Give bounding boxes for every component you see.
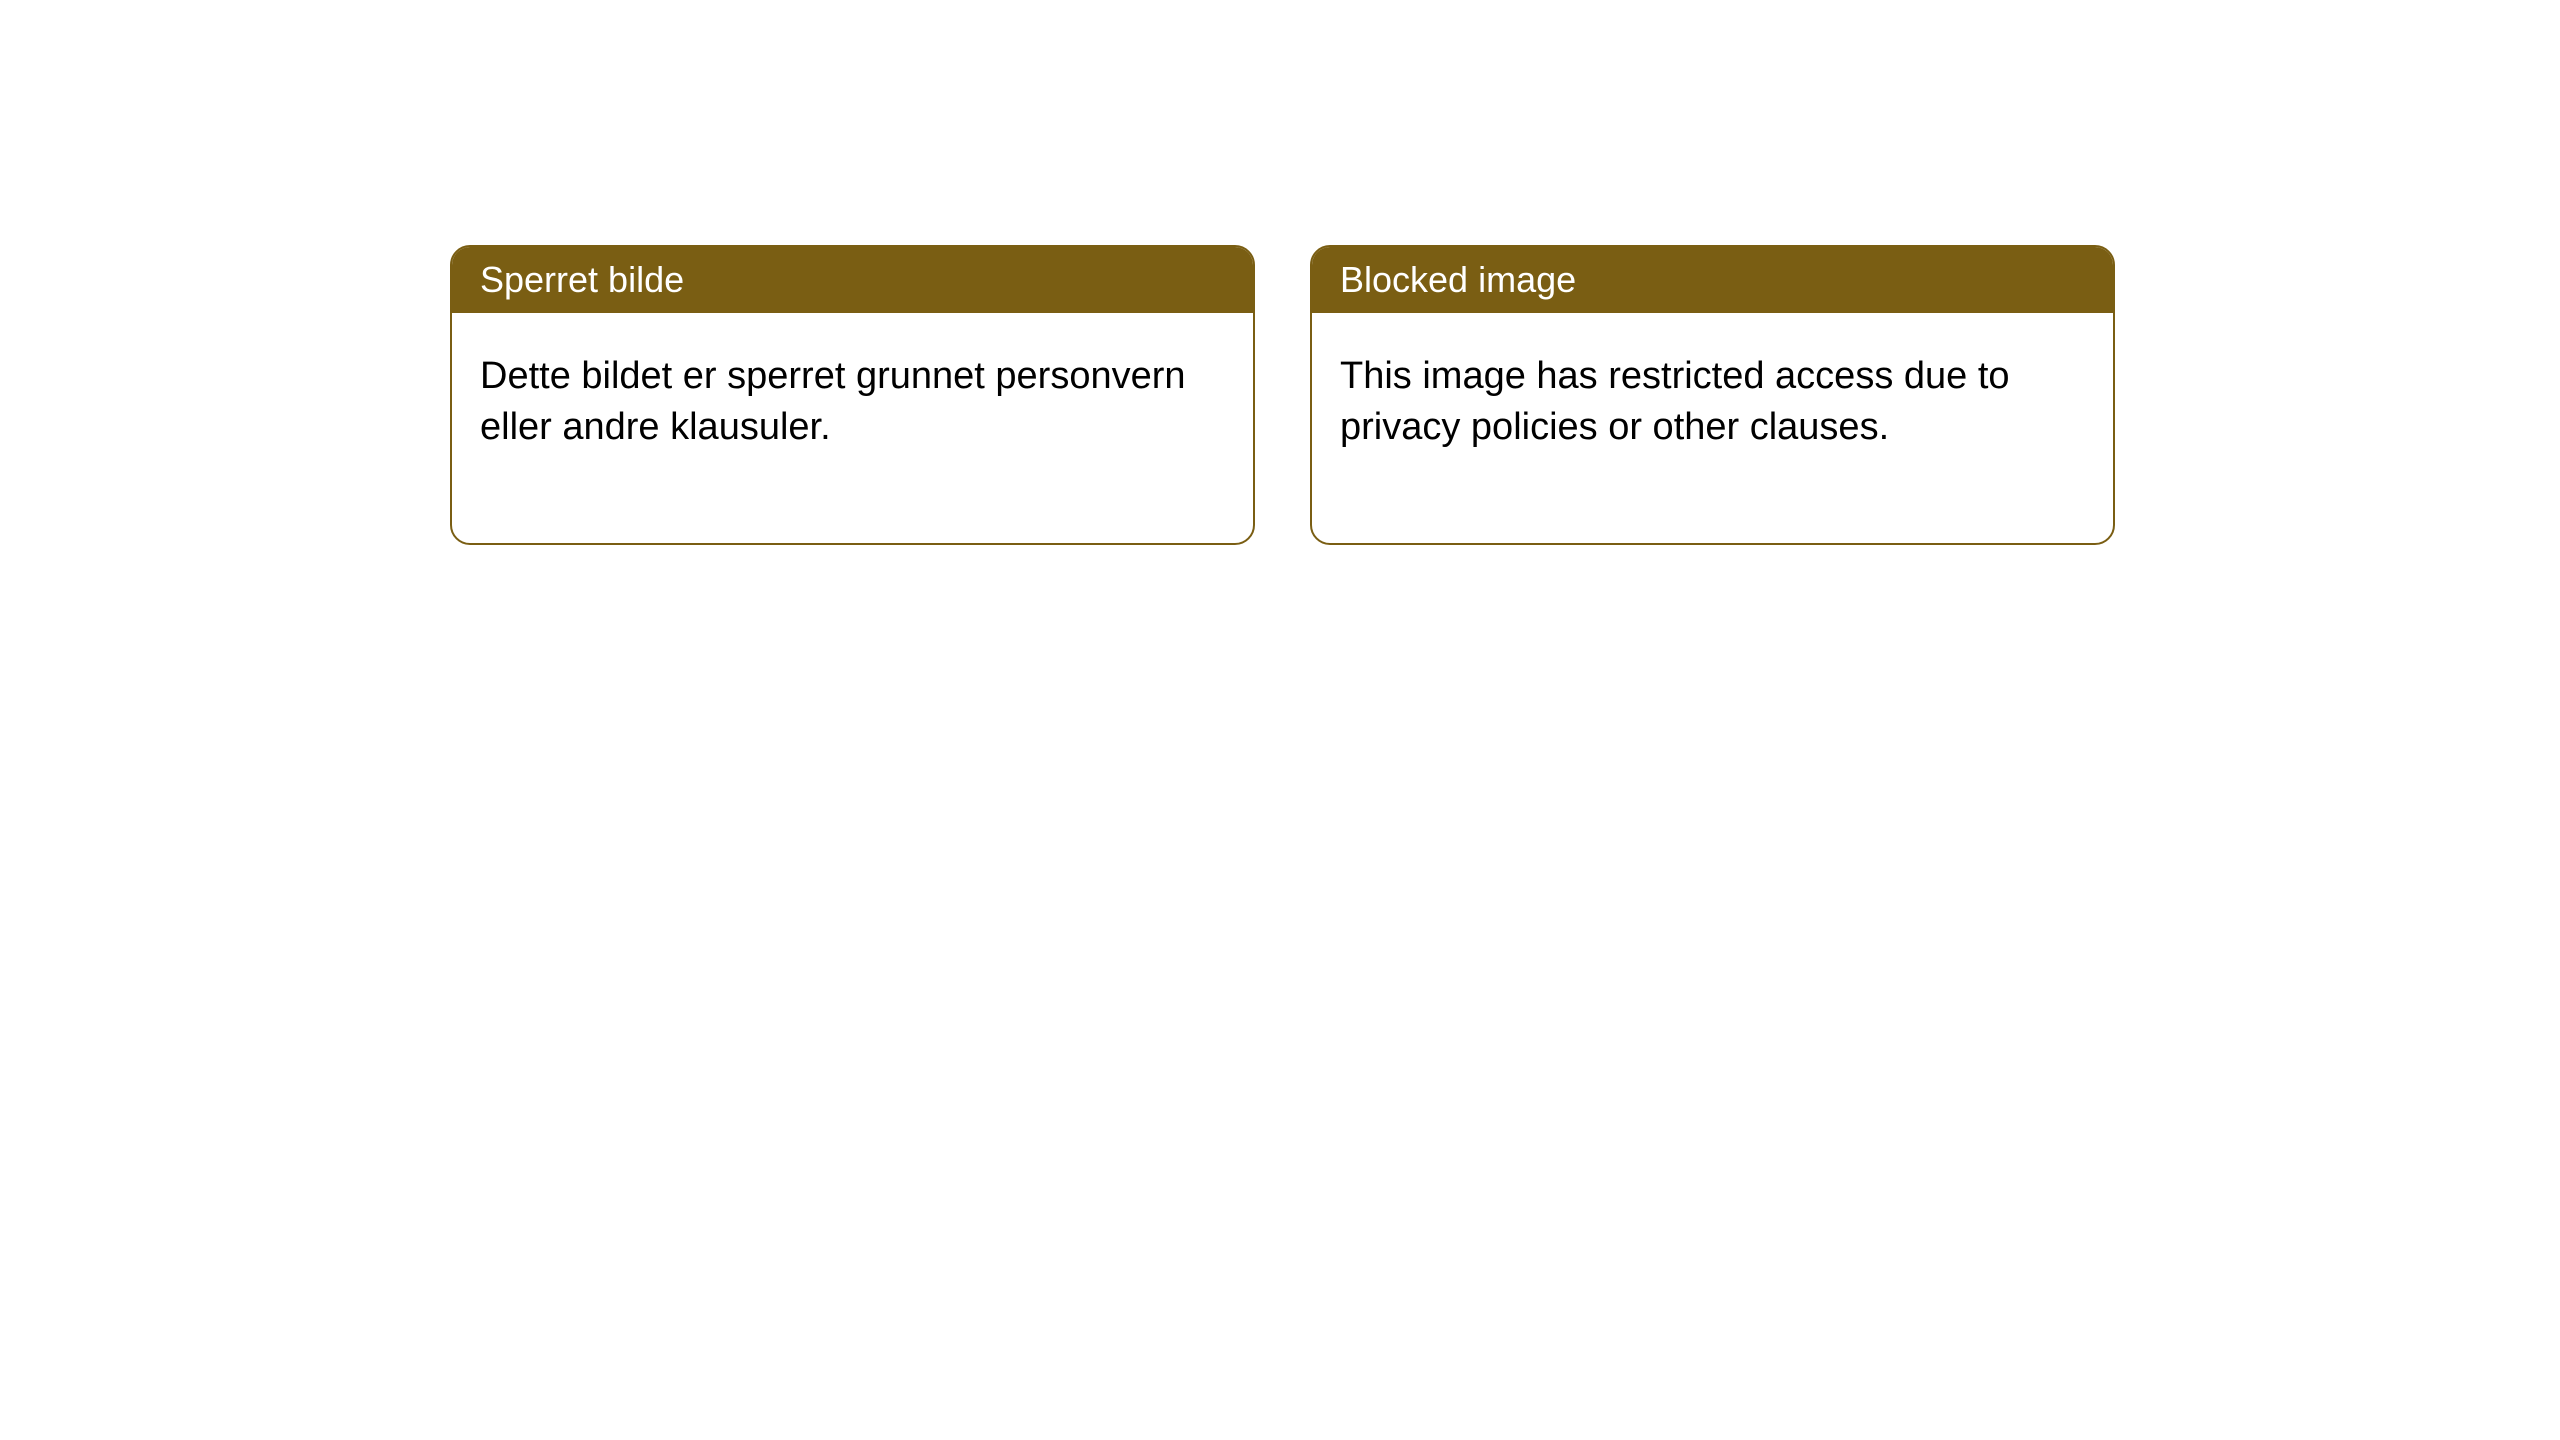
card-header: Sperret bilde [452, 247, 1253, 313]
card-body: Dette bildet er sperret grunnet personve… [452, 313, 1253, 543]
card-body: This image has restricted access due to … [1312, 313, 2113, 543]
notice-card-norwegian: Sperret bilde Dette bildet er sperret gr… [450, 245, 1255, 545]
notice-card-english: Blocked image This image has restricted … [1310, 245, 2115, 545]
card-header: Blocked image [1312, 247, 2113, 313]
card-body-text: Dette bildet er sperret grunnet personve… [480, 355, 1186, 448]
card-title: Blocked image [1340, 259, 1576, 300]
card-title: Sperret bilde [480, 259, 684, 300]
card-body-text: This image has restricted access due to … [1340, 355, 2010, 448]
notice-cards-container: Sperret bilde Dette bildet er sperret gr… [450, 245, 2115, 545]
